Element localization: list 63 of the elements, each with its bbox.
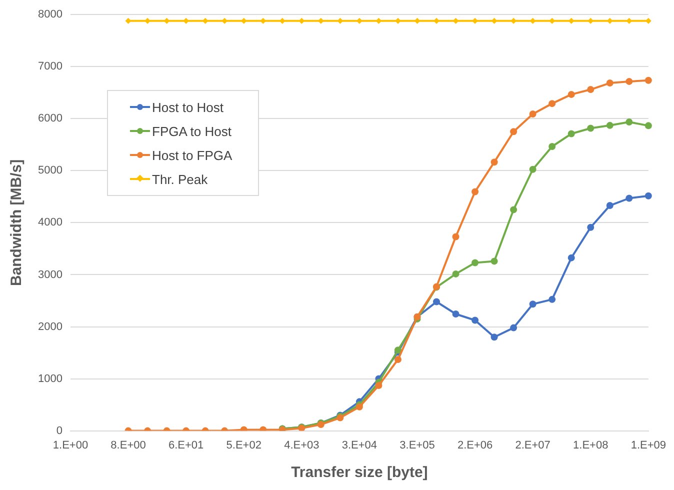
x-tick-label: 8.E+00	[110, 439, 146, 452]
point	[433, 298, 440, 306]
x-tick-label: 5.E+02	[226, 439, 262, 452]
point	[472, 259, 479, 266]
y-tick-label: 3000	[38, 268, 62, 281]
legend-label: Host to FPGA	[152, 148, 232, 162]
point	[606, 202, 614, 210]
point	[529, 166, 536, 173]
point	[568, 254, 575, 262]
point	[587, 224, 594, 231]
point	[529, 300, 536, 308]
y-tick-label: 6000	[38, 112, 62, 125]
point	[606, 122, 614, 129]
x-tick-label: 6.E+01	[168, 439, 204, 452]
point	[375, 382, 382, 390]
x-axis-title: Transfer size [byte]	[291, 464, 428, 482]
y-tick-label: 1000	[38, 372, 62, 385]
point	[452, 270, 460, 278]
legend-label: FPGA to Host	[152, 124, 232, 138]
point	[490, 334, 498, 341]
point	[452, 310, 460, 318]
legend-label: Thr. Peak	[152, 172, 208, 186]
x-tick-label: 1.E+08	[573, 439, 608, 452]
point	[434, 18, 440, 24]
x-tick-label: 3.E+05	[400, 439, 435, 452]
point	[472, 188, 479, 196]
point	[644, 192, 652, 200]
point	[548, 296, 556, 303]
x-tick-label: 1.E+09	[630, 439, 666, 452]
point	[626, 194, 633, 202]
y-axis-title: Bandwidth [MB/s]	[8, 159, 26, 286]
point	[394, 356, 402, 364]
y-tick-label: 5000	[38, 164, 62, 177]
point	[490, 258, 498, 265]
x-tick-label: 2.E+07	[515, 439, 550, 452]
point	[568, 90, 575, 98]
x-tick-label: 4.E+03	[284, 439, 320, 452]
point	[606, 80, 614, 87]
point	[490, 158, 498, 166]
y-tick-label: 4000	[38, 216, 62, 229]
point	[452, 233, 460, 240]
point	[626, 118, 633, 126]
point	[510, 128, 518, 136]
point	[510, 206, 518, 214]
y-tick-label: 7000	[38, 60, 62, 73]
point	[510, 324, 518, 332]
x-tick-label: 3.E+04	[342, 439, 378, 452]
point	[548, 100, 556, 108]
point	[568, 130, 575, 138]
point	[644, 76, 652, 84]
point	[529, 110, 536, 118]
y-tick-label: 0	[56, 424, 62, 437]
point	[587, 124, 594, 132]
point	[626, 78, 633, 85]
x-tick-label: 1.E+00	[52, 439, 88, 452]
y-tick-label: 8000	[38, 8, 62, 21]
y-tick-label: 2000	[38, 320, 62, 333]
point	[548, 142, 556, 150]
x-tick-label: 2.E+06	[457, 439, 493, 452]
point	[587, 86, 594, 94]
point	[472, 316, 479, 324]
point	[644, 122, 652, 130]
legend-label: Host to Host	[152, 100, 224, 114]
